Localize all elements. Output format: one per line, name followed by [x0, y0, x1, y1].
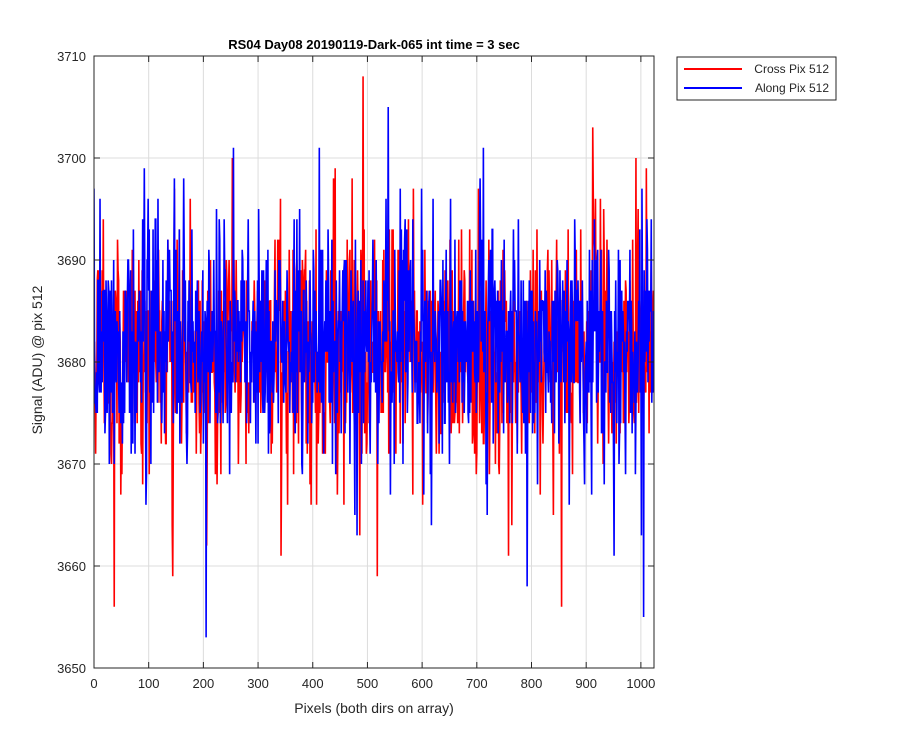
x-axis-title: Pixels (both dirs on array): [294, 700, 454, 716]
y-tick-label: 3680: [57, 355, 86, 370]
y-tick-label: 3690: [57, 253, 86, 268]
x-tick-label: 100: [138, 676, 160, 691]
x-tick-label: 1000: [626, 676, 655, 691]
x-tick-label: 500: [357, 676, 379, 691]
y-tick-label: 3700: [57, 151, 86, 166]
x-tick-label: 900: [575, 676, 597, 691]
x-tick-label: 700: [466, 676, 488, 691]
y-tick-labels: 3650 3660 3670 3680 3690 3700 3710: [57, 49, 86, 676]
series-layer: [94, 76, 654, 638]
legend: Cross Pix 512 Along Pix 512: [676, 56, 837, 101]
y-axis-title: Signal (ADU) @ pix 512: [29, 285, 45, 434]
y-tick-label: 3660: [57, 559, 86, 574]
x-tick-label: 300: [247, 676, 269, 691]
y-tick-label: 3670: [57, 457, 86, 472]
x-tick-label: 0: [90, 676, 97, 691]
series-line-along-pix-512: [94, 106, 654, 638]
x-tick-label: 800: [521, 676, 543, 691]
legend-label-along-pix: Along Pix 512: [755, 81, 829, 95]
chart-title: RS04 Day08 20190119-Dark-065 int time = …: [228, 37, 520, 52]
x-tick-label: 200: [193, 676, 215, 691]
y-tick-label: 3710: [57, 49, 86, 64]
legend-label-cross-pix: Cross Pix 512: [754, 62, 829, 76]
tick-marks: [93, 55, 654, 669]
x-tick-labels: 0 100 200 300 400 500 600 700 800 900 1000: [90, 676, 655, 691]
x-tick-label: 400: [302, 676, 324, 691]
y-tick-label: 3650: [57, 661, 86, 676]
legend-box: [676, 56, 837, 101]
x-tick-label: 600: [411, 676, 433, 691]
